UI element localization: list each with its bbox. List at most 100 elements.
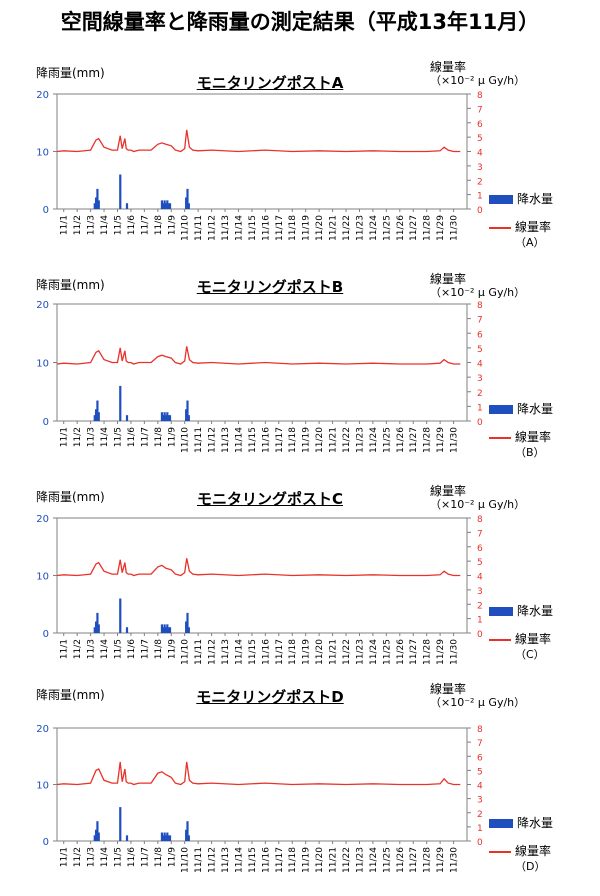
- x-tick-label: 11/29: [436, 639, 446, 665]
- x-tick-label: 11/11: [194, 427, 204, 453]
- right-tick-label: 4: [477, 149, 483, 159]
- legend-rate-label: 線量率: [515, 632, 552, 646]
- rain-bar: [97, 412, 100, 421]
- right-tick-label: 7: [477, 739, 483, 749]
- rain-bar: [119, 385, 122, 421]
- right-tick-label: 1: [477, 824, 483, 834]
- left-tick-label: 10: [36, 148, 49, 159]
- x-tick-label: 11/7: [140, 215, 150, 235]
- right-tick-label: 0: [477, 838, 483, 848]
- rain-swatch: [489, 195, 513, 204]
- rain-bar: [96, 821, 99, 841]
- x-tick-label: 11/14: [234, 427, 244, 453]
- right-tick-label: 0: [477, 418, 483, 428]
- x-tick-label: 11/6: [127, 215, 137, 235]
- right-tick-label: 5: [477, 558, 483, 568]
- legend-rain: 降水量: [489, 400, 553, 417]
- x-tick-label: 11/7: [140, 639, 150, 659]
- x-tick-label: 11/9: [167, 847, 177, 867]
- legend-station: （B）: [515, 446, 545, 459]
- rain-bar: [96, 400, 99, 421]
- rate-swatch: [489, 226, 511, 229]
- right-tick-label: 7: [477, 316, 483, 326]
- x-tick-label: 11/22: [342, 427, 352, 453]
- rain-swatch: [489, 607, 513, 616]
- rate-swatch: [489, 638, 511, 641]
- x-tick-label: 11/13: [221, 639, 231, 665]
- x-tick-label: 11/6: [127, 427, 137, 447]
- rain-bar: [97, 624, 100, 633]
- rain-bar: [125, 627, 129, 633]
- rate-axis-label: 線量率 （×10⁻² μ Gy/h）: [430, 484, 525, 512]
- x-tick-label: 11/21: [329, 427, 339, 453]
- right-tick-label: 0: [477, 206, 483, 216]
- rain-bar: [94, 197, 98, 209]
- left-tick-label: 0: [43, 629, 49, 640]
- rain-bar: [162, 835, 165, 841]
- dose-rate-line: [56, 129, 461, 153]
- rain-swatch: [489, 405, 513, 414]
- rain-bar: [93, 203, 96, 209]
- x-tick-label: 11/5: [113, 215, 123, 235]
- x-tick-label: 11/10: [181, 847, 191, 873]
- x-tick-label: 11/24: [369, 847, 379, 873]
- rain-bar: [119, 807, 122, 841]
- rain-bar: [162, 415, 165, 421]
- x-tick-label: 11/29: [436, 215, 446, 241]
- x-tick-label: 11/1: [60, 427, 70, 447]
- rain-bar: [125, 835, 129, 841]
- x-tick-label: 11/22: [342, 847, 352, 873]
- legend-station: （A）: [515, 236, 545, 249]
- rate-axis-title: 線量率: [430, 484, 467, 498]
- x-tick-label: 11/24: [369, 639, 379, 665]
- rain-bar: [97, 832, 100, 841]
- x-tick-label: 11/13: [221, 215, 231, 241]
- rain-bar: [94, 829, 98, 841]
- x-tick-label: 11/26: [396, 639, 406, 665]
- rain-bar: [163, 832, 166, 841]
- dose-rate-line: [56, 761, 461, 786]
- x-tick-label: 11/8: [154, 427, 164, 447]
- x-tick-label: 11/27: [409, 639, 419, 665]
- x-tick-label: 11/10: [181, 427, 191, 453]
- rain-bar: [167, 835, 170, 841]
- x-tick-label: 11/28: [423, 215, 433, 241]
- x-tick-label: 11/12: [208, 847, 218, 873]
- x-tick-label: 11/30: [450, 639, 460, 665]
- x-tick-label: 11/23: [355, 847, 365, 873]
- right-tick-label: 1: [477, 403, 483, 413]
- rain-bar: [164, 415, 168, 421]
- rain-swatch: [489, 819, 513, 828]
- x-tick-label: 11/9: [167, 215, 177, 235]
- rain-bar: [185, 829, 188, 841]
- legend-rate: 線量率: [489, 218, 551, 235]
- x-tick-label: 11/3: [87, 215, 97, 235]
- x-tick-label: 11/14: [234, 847, 244, 873]
- x-tick-label: 11/26: [396, 215, 406, 241]
- rain-bar: [164, 627, 168, 633]
- rate-axis-unit: （×10⁻² μ Gy/h）: [430, 286, 526, 299]
- legend-rain: 降水量: [489, 602, 553, 619]
- x-tick-label: 11/11: [194, 215, 204, 241]
- rain-bar: [186, 400, 189, 421]
- rate-axis-title: 線量率: [430, 60, 467, 74]
- rain-bar: [168, 203, 172, 209]
- x-tick-label: 11/28: [423, 639, 433, 665]
- right-tick-label: 8: [477, 91, 483, 101]
- x-tick-label: 11/30: [450, 215, 460, 241]
- x-tick-label: 11/13: [221, 427, 231, 453]
- page-title: 空間線量率と降雨量の測定結果（平成13年11月）: [60, 10, 540, 34]
- rate-axis-unit: （×10⁻² μ Gy/h）: [430, 498, 526, 511]
- x-tick-label: 11/2: [73, 847, 83, 867]
- rain-bar: [163, 624, 166, 633]
- x-tick-label: 11/17: [275, 427, 285, 453]
- legend-rate-label: 線量率: [515, 220, 552, 234]
- x-tick-label: 11/8: [154, 847, 164, 867]
- x-tick-label: 11/9: [167, 639, 177, 659]
- rain-axis-label: 降雨量(mm): [36, 66, 105, 80]
- x-tick-label: 11/20: [315, 847, 325, 873]
- x-tick-label: 11/1: [60, 215, 70, 235]
- x-tick-label: 11/4: [100, 215, 110, 235]
